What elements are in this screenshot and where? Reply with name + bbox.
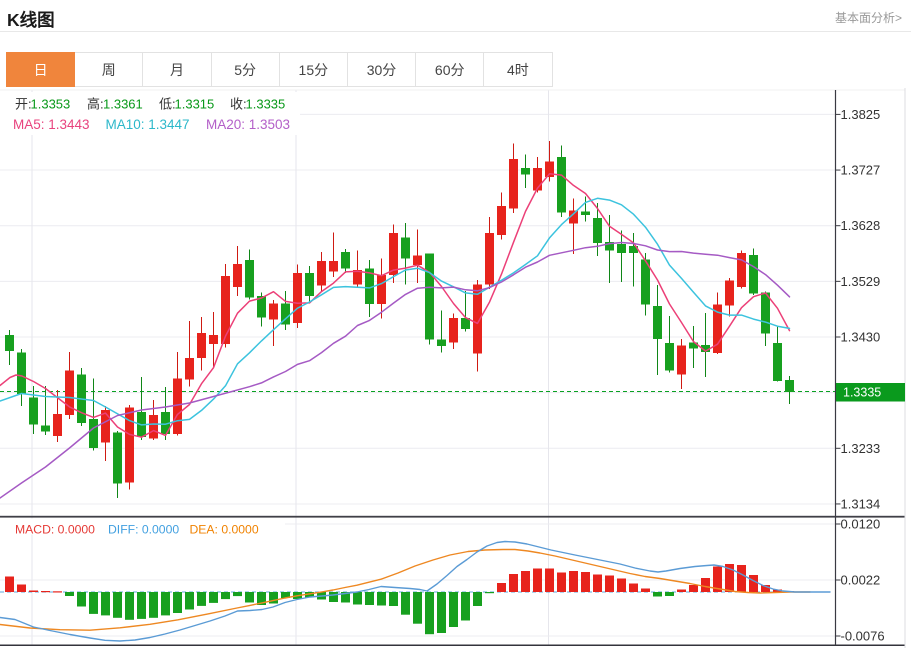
svg-text:1.3233: 1.3233 bbox=[841, 441, 881, 456]
svg-text:收:: 收: bbox=[230, 97, 247, 112]
svg-text:1.3361: 1.3361 bbox=[103, 97, 143, 112]
svg-text:1.3335: 1.3335 bbox=[246, 97, 286, 112]
svg-text:开:: 开: bbox=[15, 97, 32, 112]
svg-text:1.3315: 1.3315 bbox=[175, 97, 215, 112]
svg-text:-0.0076: -0.0076 bbox=[841, 629, 885, 644]
svg-text:1.3335: 1.3335 bbox=[843, 386, 881, 400]
svg-text:1.3628: 1.3628 bbox=[841, 218, 881, 233]
svg-text:MA5: 1.3443: MA5: 1.3443 bbox=[13, 117, 90, 132]
svg-text:高:: 高: bbox=[87, 97, 104, 112]
svg-text:1.3353: 1.3353 bbox=[31, 97, 71, 112]
svg-text:MA10: 1.3447: MA10: 1.3447 bbox=[106, 117, 190, 132]
svg-text:0.0120: 0.0120 bbox=[841, 517, 881, 532]
svg-text:MACD: 0.0000: MACD: 0.0000 bbox=[15, 523, 95, 537]
svg-text:1.3727: 1.3727 bbox=[841, 163, 881, 178]
svg-text:1.3529: 1.3529 bbox=[841, 274, 881, 289]
svg-text:0.0022: 0.0022 bbox=[841, 573, 881, 588]
svg-text:1.3825: 1.3825 bbox=[841, 107, 881, 122]
svg-text:DEA: 0.0000: DEA: 0.0000 bbox=[190, 523, 259, 537]
svg-text:MA20: 1.3503: MA20: 1.3503 bbox=[206, 117, 290, 132]
svg-text:1.3134: 1.3134 bbox=[841, 496, 881, 511]
svg-text:低:: 低: bbox=[159, 97, 176, 112]
svg-text:1.3430: 1.3430 bbox=[841, 330, 881, 345]
svg-text:DIFF: 0.0000: DIFF: 0.0000 bbox=[108, 523, 179, 537]
